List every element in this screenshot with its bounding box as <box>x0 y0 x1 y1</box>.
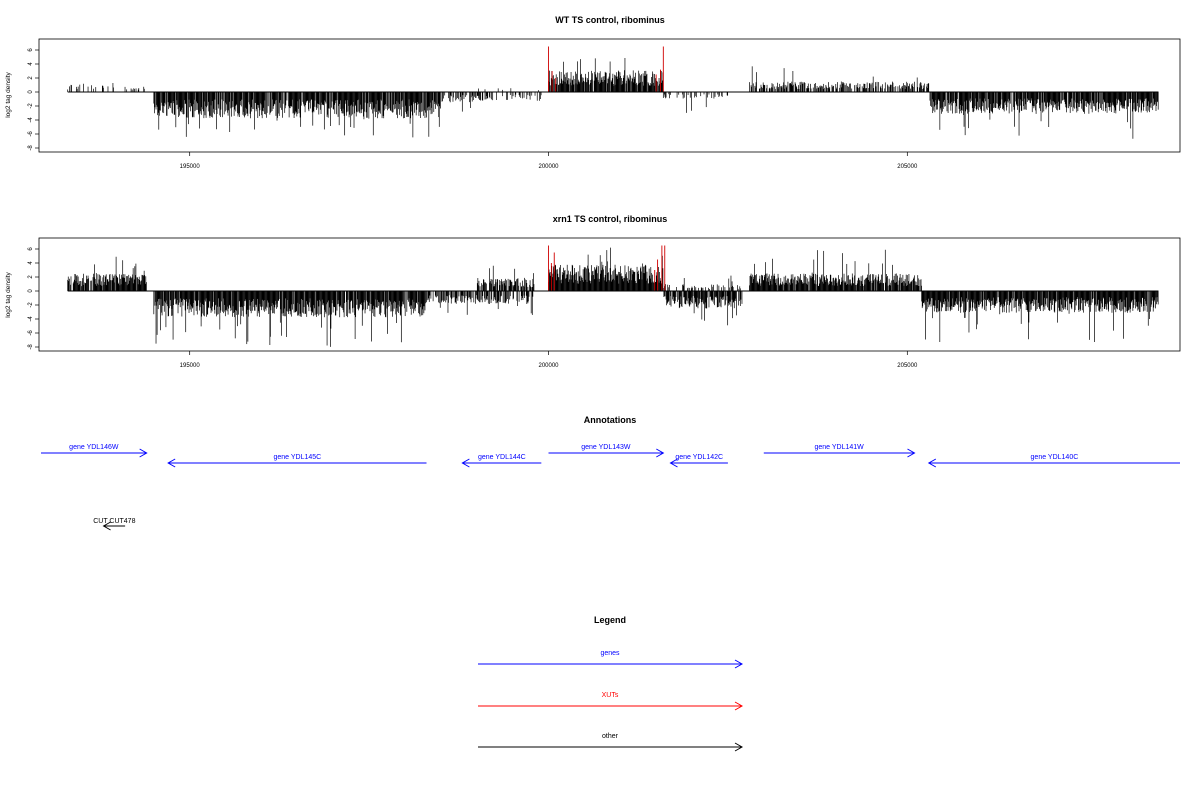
x-tick-label: 195000 <box>180 164 201 170</box>
arrow-head <box>461 458 470 468</box>
arrow-head <box>669 458 678 468</box>
legend-item: XUTs <box>478 692 744 711</box>
y-tick-label: -2 <box>28 302 34 308</box>
gene-label: gene YDL140C <box>1031 454 1079 461</box>
y-tick-label: -6 <box>28 330 34 336</box>
arrow-head <box>927 458 937 468</box>
arrow-head <box>734 701 744 711</box>
arrow-head <box>734 742 744 752</box>
gene-label: gene YDL143W <box>581 444 631 451</box>
y-tick-label: 6 <box>28 247 34 251</box>
density-bars <box>67 46 1159 139</box>
axes: 6 4 2 0 -2 -4 -6 -8 195000 200000 205000 <box>28 247 918 369</box>
y-tick-label: 6 <box>28 48 34 52</box>
y-tick-label: 2 <box>28 275 34 279</box>
plot-frame <box>38 237 1181 352</box>
other-arrows: CUT CUT478 <box>93 518 136 531</box>
gene-label: gene YDL144C <box>478 454 526 461</box>
gene-arrow: gene YDL142C <box>669 454 728 468</box>
gene-arrow: gene YDL140C <box>927 454 1180 468</box>
legend-label: other <box>602 733 619 740</box>
y-tick-label: -4 <box>28 117 34 123</box>
xrn1-density-panel: xrn1 TS control, ribominus log2 tag dens… <box>5 214 1181 369</box>
gene-arrows: gene YDL146W gene YDL145C gene YDL144C gene… <box>41 444 1180 468</box>
gene-label: gene YDL146W <box>69 444 119 451</box>
y-tick-label: -8 <box>28 344 34 350</box>
gene-arrow: gene YDL144C <box>461 454 542 468</box>
legend-label: genes <box>600 650 620 657</box>
x-tick-label: 200000 <box>538 363 559 369</box>
y-axis-label: log2 tag density <box>5 71 12 117</box>
wt-density-panel: WT TS control, ribominus log2 tag densit… <box>5 15 1181 170</box>
legend: Legend genes XUTs other <box>478 615 744 752</box>
gene-label: gene YDL142C <box>675 454 723 461</box>
x-tick-label: 205000 <box>897 164 918 170</box>
x-tick-label: 195000 <box>180 363 201 369</box>
legend-item: genes <box>478 650 744 669</box>
gene-label: gene YDL145C <box>273 454 321 461</box>
plot-frame <box>38 38 1181 153</box>
y-tick-label: -2 <box>28 103 34 109</box>
arrow-head <box>139 448 148 458</box>
other-arrow: CUT CUT478 <box>93 518 136 531</box>
gene-label: gene YDL141W <box>814 444 864 451</box>
y-tick-label: 2 <box>28 76 34 80</box>
y-tick-label: -4 <box>28 316 34 322</box>
other-label: CUT CUT478 <box>93 518 135 525</box>
y-axis-label: log2 tag density <box>5 271 12 317</box>
annotations-title: Annotations <box>584 415 637 425</box>
panel-title: xrn1 TS control, ribominus <box>553 214 668 224</box>
arrow-head <box>907 448 916 458</box>
legend-title: Legend <box>594 615 626 625</box>
panel-title: WT TS control, ribominus <box>555 15 665 25</box>
y-tick-label: -8 <box>28 145 34 151</box>
gene-arrow: gene YDL145C <box>167 454 427 468</box>
density-bars <box>67 245 1159 347</box>
y-tick-label: 4 <box>28 62 34 66</box>
gene-arrow: gene YDL143W <box>548 444 665 458</box>
arrow-head <box>734 659 744 669</box>
y-tick-label: 4 <box>28 261 34 265</box>
x-tick-label: 200000 <box>538 164 559 170</box>
x-tick-label: 205000 <box>897 363 918 369</box>
y-tick-label: -6 <box>28 131 34 137</box>
legend-label: XUTs <box>602 692 619 699</box>
y-tick-label: 0 <box>28 289 34 293</box>
legend-item: other <box>478 733 744 752</box>
gene-arrow: gene YDL146W <box>41 444 148 458</box>
arrow-head <box>656 448 665 458</box>
arrow-head <box>102 521 111 531</box>
y-tick-label: 0 <box>28 90 34 94</box>
legend-items: genes XUTs other <box>478 650 744 752</box>
axes: 6 4 2 0 -2 -4 -6 -8 195000 200000 205000 <box>28 48 918 170</box>
gene-arrow: gene YDL141W <box>763 444 916 458</box>
arrow-head <box>167 458 176 468</box>
